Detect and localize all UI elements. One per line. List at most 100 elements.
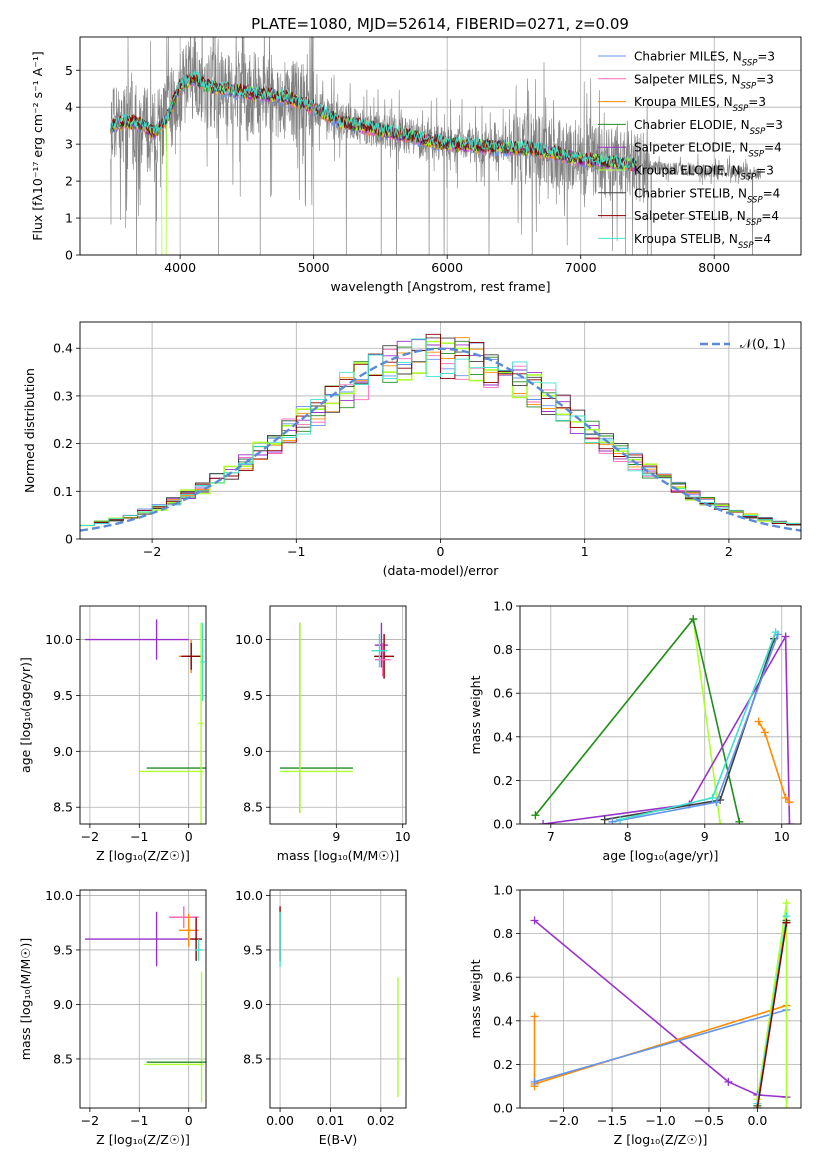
legend-label: Kroupa ELODIE, NSSP=3 bbox=[634, 164, 774, 183]
tick-label-y: 9.0 bbox=[53, 744, 73, 759]
tick-label-y: 0 bbox=[65, 532, 73, 547]
tick-label-x: 0 bbox=[185, 829, 193, 844]
residual-histogram bbox=[80, 338, 801, 526]
plus-marker bbox=[530, 1077, 539, 1086]
plus-marker bbox=[771, 628, 780, 637]
plus-marker bbox=[781, 793, 790, 802]
tick-label-y: 0.2 bbox=[493, 773, 513, 788]
weight-line bbox=[758, 721, 791, 803]
tick-label-x: 7000 bbox=[565, 260, 597, 275]
plot-area bbox=[84, 906, 206, 1103]
weight-line bbox=[604, 638, 775, 821]
tick-label-y: 0.2 bbox=[53, 436, 73, 451]
tick-label-y: 0.4 bbox=[53, 341, 73, 356]
x-axis-label: Z [log₁₀(Z/Z☉)] bbox=[614, 1132, 708, 1147]
plus-marker bbox=[712, 798, 721, 807]
panel-mass_vs_ebv: 0.00 0.01 0.02 8.5 9.0 9.5 10.0 E(B-V) bbox=[235, 888, 407, 1147]
tick-label-y: 9.0 bbox=[243, 997, 263, 1012]
x-axis-label: Z [log₁₀(Z/Z☉)] bbox=[96, 848, 190, 863]
axes-frame bbox=[269, 605, 407, 825]
y-axis-label: mass weight bbox=[468, 959, 483, 1038]
tick-label-x: −1 bbox=[130, 1113, 148, 1128]
tick-label-y: 3 bbox=[65, 137, 73, 152]
tick-label-x: 10 bbox=[774, 829, 790, 844]
tick-label-y: 8.5 bbox=[243, 1051, 263, 1066]
legend: 𝒩(0, 1) bbox=[700, 336, 786, 351]
tick-label-y: 2 bbox=[65, 174, 73, 189]
weight-line bbox=[534, 1009, 787, 1083]
model-spectrum-line bbox=[110, 70, 637, 169]
tick-label-x: 0 bbox=[437, 544, 445, 559]
tick-label-y: 0.0 bbox=[493, 1101, 513, 1116]
tick-label-y: 9.5 bbox=[243, 688, 263, 703]
tick-label-x: −1.0 bbox=[645, 1113, 675, 1128]
y-axis-label: mass weight bbox=[468, 675, 483, 754]
tick-label-x: 0.0 bbox=[747, 1113, 767, 1128]
panel-mass_vs_Z: −2 −1 0 8.5 9.0 9.5 10.0 Z [log₁₀(Z/Z☉)] mass [l… bbox=[18, 888, 207, 1147]
tick-label-x: 10 bbox=[395, 829, 411, 844]
plot-area bbox=[110, 37, 762, 255]
tick-label-y: 0.4 bbox=[493, 1013, 513, 1028]
panel-residuals: −2 −1 0 1 2 0 0.1 0.2 0.3 0.4 (data-model)/error No… bbox=[22, 321, 802, 578]
plus-marker bbox=[716, 820, 725, 824]
plus-marker bbox=[608, 817, 617, 824]
axes-frame bbox=[79, 36, 802, 256]
plus-marker bbox=[708, 793, 717, 802]
tick-label-x: 4000 bbox=[164, 260, 196, 275]
plus-marker bbox=[782, 899, 791, 908]
plus-marker bbox=[735, 817, 744, 824]
x-axis-label: age [log₁₀(age/yr)] bbox=[603, 848, 719, 863]
tick-label-x: −2.0 bbox=[548, 1113, 578, 1128]
x-axis-label: (data-model)/error bbox=[383, 563, 500, 578]
legend-label: Salpeter STELIB, NSSP=4 bbox=[634, 209, 779, 228]
legend-label: Chabrier STELIB, NSSP=4 bbox=[634, 186, 780, 205]
tick-label-x: 1 bbox=[581, 544, 589, 559]
axes-frame bbox=[79, 605, 207, 825]
tick-label-y: 0.0 bbox=[493, 817, 513, 832]
tick-label-y: 1.0 bbox=[493, 599, 513, 614]
axes-frame bbox=[519, 889, 802, 1109]
tick-label-y: 5 bbox=[65, 63, 73, 78]
weight-line bbox=[542, 633, 791, 824]
legend-label: Kroupa STELIB, NSSP=4 bbox=[634, 232, 771, 251]
plus-marker bbox=[785, 820, 794, 824]
tick-label-x: −2 bbox=[81, 829, 99, 844]
tick-label-y: 0.8 bbox=[493, 926, 513, 941]
y-axis-label: mass [log₁₀(M/M☉)] bbox=[18, 938, 33, 1060]
tick-label-x: 2 bbox=[725, 544, 733, 559]
plus-marker bbox=[530, 1012, 539, 1021]
plot-area bbox=[531, 615, 794, 824]
tick-label-x: −1 bbox=[130, 829, 148, 844]
tick-label-y: 4 bbox=[65, 100, 73, 115]
tick-label-x: 6000 bbox=[431, 260, 463, 275]
residual-histogram bbox=[80, 337, 801, 526]
tick-label-y: 0.6 bbox=[493, 686, 513, 701]
tick-label-x: 5000 bbox=[298, 260, 330, 275]
plot-area bbox=[279, 906, 399, 1098]
plus-marker bbox=[753, 1104, 762, 1108]
tick-label-y: 9.0 bbox=[53, 997, 73, 1012]
tick-label-y: 0.3 bbox=[53, 388, 73, 403]
plus-marker bbox=[539, 820, 548, 824]
axes-frame bbox=[79, 321, 802, 540]
tick-label-y: 1 bbox=[65, 211, 73, 226]
y-axis-label: age [log₁₀(age/yr)] bbox=[18, 657, 33, 773]
x-axis-label: mass [log₁₀(M/M☉)] bbox=[277, 848, 399, 863]
legend-label: Chabrier MILES, NSSP=3 bbox=[634, 50, 775, 69]
plus-marker bbox=[782, 918, 791, 927]
tick-label-x: 0.00 bbox=[266, 1113, 294, 1128]
tick-label-y: 0.4 bbox=[493, 729, 513, 744]
tick-label-x: 9 bbox=[332, 829, 340, 844]
x-axis-label: E(B-V) bbox=[319, 1132, 358, 1147]
tick-label-x: −1 bbox=[287, 544, 305, 559]
chart-title: PLATE=1080, MJD=52614, FIBERID=0271, z=0… bbox=[251, 15, 629, 33]
plot-area bbox=[84, 619, 206, 824]
tick-label-y: 0.1 bbox=[53, 484, 73, 499]
tick-label-y: 9.0 bbox=[243, 744, 263, 759]
panel-weight_vs_age: 7 8 9 10 0.0 0.2 0.4 0.6 0.8 1.0 age [log₁₀(age/yr… bbox=[468, 599, 802, 863]
tick-label-y: 10.0 bbox=[45, 632, 73, 647]
tick-label-y: 8.5 bbox=[53, 800, 73, 815]
axes-frame bbox=[519, 605, 802, 825]
tick-label-x: 8 bbox=[624, 829, 632, 844]
